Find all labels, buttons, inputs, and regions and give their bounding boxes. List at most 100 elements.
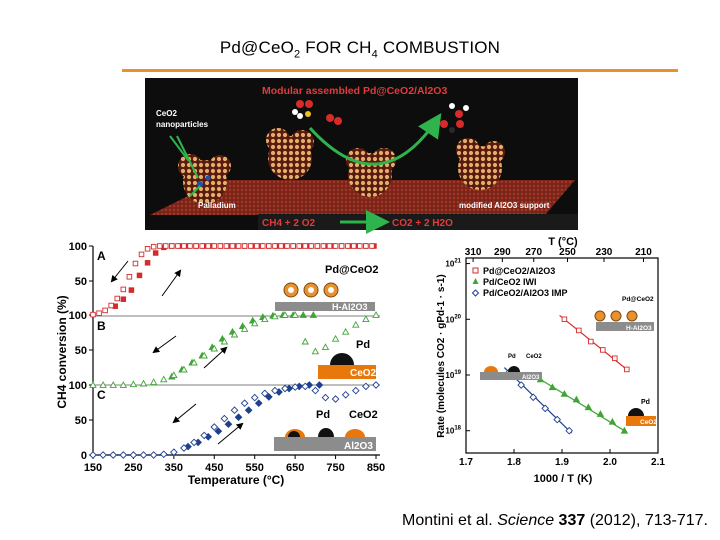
y-tick-label: 100 [69,380,87,392]
data-point-triangle [89,381,97,388]
data-point-square [612,355,618,362]
x-tick-label: 2.1 [651,457,665,468]
schematic-image: Modular assembled Pd@CeO2/Al2O3 CeO2 nan… [145,78,578,234]
data-point-diamond [265,393,273,401]
particle-icon [610,310,622,322]
data-point-diamond [565,426,574,435]
data-point-triangle [170,371,178,379]
data-point-square [284,243,290,249]
x-tick-label: 1.7 [459,457,473,468]
ceo2-particle [456,138,505,190]
data-point-triangle [341,327,350,335]
data-point-diamond [129,451,138,459]
data-point-triangle [250,319,259,327]
inset-a-label: Pd@CeO2 [325,264,379,276]
data-point-diamond [99,451,107,459]
panel-label-c: C [97,388,106,402]
inset-c-support: Al2O3 [344,441,373,452]
data-point-triangle [109,381,117,388]
data-point-triangle [220,337,229,345]
y-tick-label: 0 [81,450,87,462]
inset-b: CeO2 Pd [318,339,377,379]
reaction-arrow-icon [308,113,442,166]
cooling-arrow-icon [172,403,197,424]
x-tick-label: 2.0 [603,457,617,468]
inset-c-label-pd: Pd [316,409,330,421]
data-point-triangle [620,426,629,434]
data-point-triangle [321,343,330,351]
data-point-square [326,243,333,249]
reaction-bar [258,214,578,230]
data-point-square [181,243,187,249]
data-point-triangle [139,379,148,387]
data-point-diamond [180,444,188,452]
inset-c: Al2O3 Pd CeO2 [274,409,378,452]
data-point-triangle [149,378,158,386]
data-point-square [120,296,127,302]
data-point-square [278,243,284,249]
schematic-title: Modular assembled Pd@CeO2/Al2O3 [262,85,447,97]
data-point-diamond [315,381,324,389]
data-point-square [187,243,193,249]
data-point-triangle [119,381,128,388]
label-nanoparticles: nanoparticles [156,120,209,129]
inset-a-support: H-Al2O3 [332,302,368,312]
arrhenius-chart: 1021 1020 1019 1018 1.7 1.8 1.9 2.0 2.1 310 290 2… [436,236,665,485]
top-tick-label: 250 [559,247,576,258]
data-point-diamond [170,448,178,457]
reaction-right: CO2 + 2 H2O [392,218,453,229]
y-axis-label: Rate (molecules CO2 · gPd-1 · s-1) [436,274,447,437]
data-point-diamond [372,381,380,389]
data-point-diamond [331,395,340,403]
y-tick-label: 1018 [445,426,461,436]
data-point-triangle [129,380,138,388]
data-point-triangle [584,403,593,411]
inset-right-pd: Pd [641,399,650,406]
pd-particle-icon [288,431,300,437]
data-point-diamond [230,406,239,415]
data-point-diamond [311,386,320,395]
y-tick-label: 1021 [445,259,461,269]
data-point-square [211,243,218,249]
citation: Montini et al. Science 337 (2012), 713-7… [402,512,708,529]
data-point-triangle [299,311,307,318]
top-axis-label: T (°C) [548,236,578,248]
data-point-triangle [352,320,360,328]
data-point-triangle [572,395,581,403]
inset-right-support: CeO2 [640,419,657,426]
x-tick-label: 1.9 [555,457,569,468]
legend-item: Pd@CeO2/Al2O3 [483,266,555,276]
data-point-triangle [560,390,569,397]
data-point-square [163,243,169,249]
data-point-diamond [220,414,229,423]
data-point-square [120,286,127,293]
data-point-square [175,243,181,249]
legend-item: Pd/CeO2/Al2O3 IMP [483,288,568,298]
data-point-diamond [159,450,168,459]
y-tick-label: 1020 [445,314,461,324]
data-point-square [144,260,151,266]
data-point-triangle [372,311,380,318]
data-point-triangle [261,315,269,323]
data-point-diamond [234,413,243,422]
y-axis-label: CH4 conversion (%) [55,295,69,408]
pd-particle-icon [508,366,520,372]
palladium-atom [205,175,211,181]
fit-line [559,314,630,372]
data-point-triangle [200,351,208,359]
legend: Pd@CeO2/Al2O3 Pd/CeO2 IWI Pd/CeO2/Al2O3 … [471,266,568,298]
x-tick-label: 350 [165,462,183,474]
data-point-triangle [159,375,168,383]
pointer-line-icon [169,135,189,161]
data-point-triangle [230,330,239,338]
pointer-line-icon [176,135,199,179]
data-point-diamond [281,384,289,393]
data-point-square [235,243,242,249]
data-point-square [247,243,254,249]
inset-top-support: H-Al2O3 [626,325,652,332]
inset-left-ceo2: CeO2 [526,354,542,360]
y-tick-label: 100 [69,241,87,253]
data-point-square [223,243,230,249]
x-tick-label: 150 [84,462,102,474]
data-point-diamond [529,393,538,402]
